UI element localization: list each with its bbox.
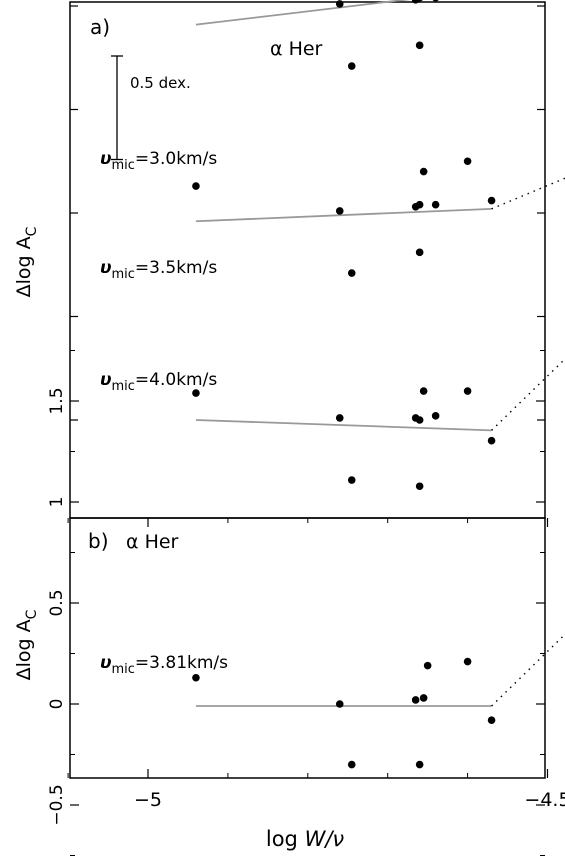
extension-line bbox=[491, 633, 565, 707]
filled-point bbox=[335, 207, 344, 215]
panel-b-title: α Her bbox=[126, 531, 179, 553]
panel-a-ylabel: Δlog AC bbox=[13, 226, 40, 297]
filled-point bbox=[419, 387, 428, 395]
panel-a: υmic=3.0km/s υmic=3.5km/s υmic=4.0km/s bbox=[70, 0, 565, 491]
filled-point bbox=[415, 416, 424, 424]
y-tick-label: 1.5 bbox=[47, 387, 67, 414]
panel-a-label: a) bbox=[90, 15, 110, 39]
x-axis-label: log W/ν bbox=[266, 827, 345, 851]
svg-text:Δlog AC: Δlog AC bbox=[13, 226, 40, 297]
filled-point bbox=[347, 62, 356, 70]
panel-b: −0.500.511.5−5−4.5−4υmic=3.81km/s bbox=[47, 350, 565, 856]
filled-point bbox=[335, 414, 344, 422]
y-tick-label: 0.5 bbox=[47, 589, 67, 616]
filled-point bbox=[347, 476, 356, 484]
vmic-label: υmic=4.0km/s bbox=[100, 370, 217, 394]
scale-bar-label: 0.5 dex. bbox=[130, 74, 191, 92]
vmic-label: υmic=3.81km/s bbox=[100, 653, 228, 677]
filled-point bbox=[487, 716, 496, 724]
filled-point bbox=[463, 657, 472, 666]
vmic-label: υmic=3.5km/s bbox=[100, 258, 217, 282]
fit-line bbox=[195, 207, 492, 223]
vmic-label: υmic=3.0km/s bbox=[100, 149, 217, 173]
fit-line bbox=[195, 0, 411, 26]
filled-point bbox=[415, 482, 424, 491]
x-tick-label: −4.5 bbox=[524, 789, 565, 811]
filled-point bbox=[415, 41, 424, 50]
svg-text:Δlog AC: Δlog AC bbox=[13, 609, 40, 680]
filled-point bbox=[419, 167, 428, 176]
panel-b-ylabel: Δlog AC bbox=[13, 609, 40, 680]
y-tick-label: 0 bbox=[47, 699, 67, 710]
filled-point bbox=[415, 760, 424, 769]
y-tick-label: 1 bbox=[47, 497, 67, 508]
filled-point bbox=[423, 661, 432, 670]
panel-b-label: b) bbox=[88, 529, 109, 553]
filled-point bbox=[411, 696, 420, 704]
filled-point bbox=[335, 0, 344, 8]
filled-point bbox=[192, 389, 200, 397]
filled-point bbox=[431, 200, 440, 209]
filled-point bbox=[415, 200, 424, 209]
filled-point bbox=[347, 760, 356, 769]
filled-point bbox=[431, 412, 440, 420]
filled-point bbox=[419, 694, 428, 702]
filled-point bbox=[416, 0, 423, 2]
filled-point bbox=[192, 673, 200, 682]
filled-point bbox=[463, 157, 472, 166]
filled-point bbox=[415, 248, 424, 257]
filled-point bbox=[487, 436, 496, 445]
filled-point bbox=[411, 0, 420, 4]
fit-line bbox=[195, 419, 492, 432]
filled-point bbox=[347, 269, 356, 277]
extension-line bbox=[491, 177, 565, 210]
filled-point bbox=[432, 0, 439, 2]
filled-point bbox=[463, 387, 472, 395]
filled-point bbox=[487, 196, 496, 205]
panel-b-frame bbox=[69, 517, 546, 779]
y-tick-label: −0.5 bbox=[47, 784, 67, 825]
x-tick-label: −5 bbox=[134, 789, 162, 811]
filled-point bbox=[335, 700, 344, 708]
filled-point bbox=[192, 182, 200, 190]
panel-a-title: α Her bbox=[270, 38, 323, 60]
